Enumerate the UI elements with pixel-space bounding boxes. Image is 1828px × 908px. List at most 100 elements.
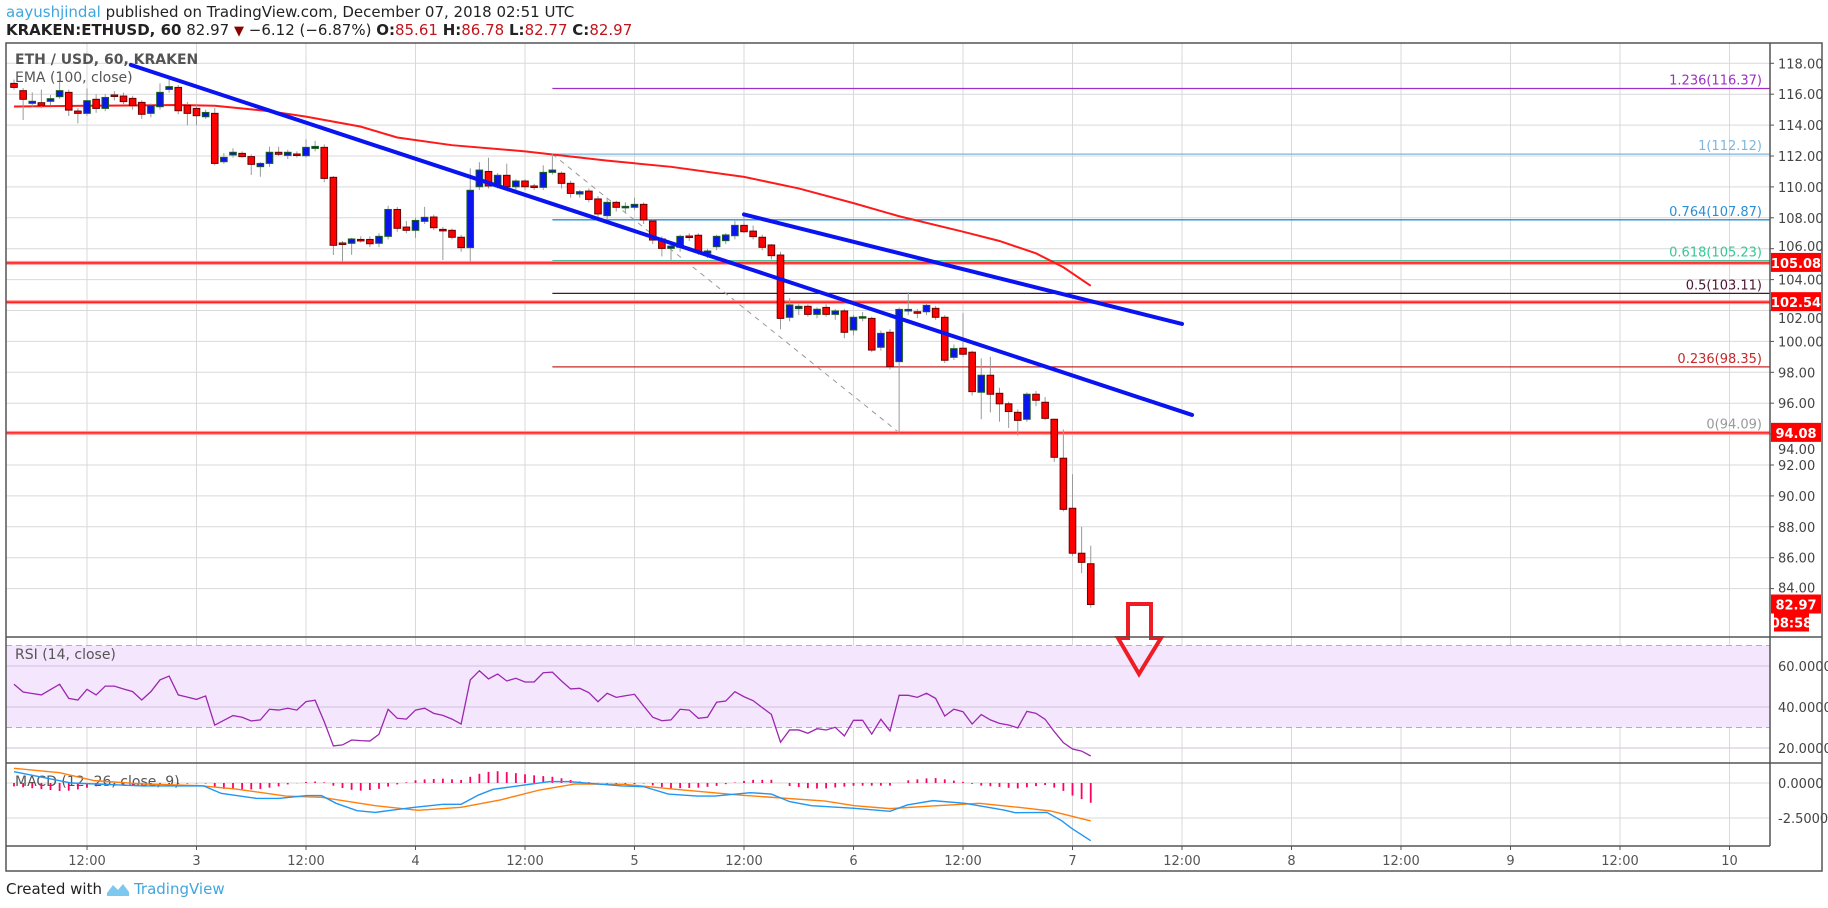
candle-body xyxy=(840,310,849,333)
candle-body xyxy=(265,151,274,164)
candle xyxy=(10,79,18,90)
candle xyxy=(639,202,648,224)
candle-body xyxy=(55,90,64,98)
candle xyxy=(283,149,292,160)
candle-body xyxy=(64,91,73,111)
candle xyxy=(831,308,840,320)
candle-body xyxy=(767,244,776,257)
level-price-badge: 105.08 xyxy=(1771,257,1821,272)
high-label: H: xyxy=(442,21,462,39)
last-price: 82.97 xyxy=(186,21,230,39)
candle-body xyxy=(931,307,940,318)
candle-body xyxy=(986,374,995,395)
candle xyxy=(83,88,91,116)
candle-body xyxy=(612,201,621,208)
candle xyxy=(822,304,830,317)
candle xyxy=(849,315,858,336)
candle-body xyxy=(959,347,967,355)
candle-body xyxy=(375,235,383,244)
candle-body xyxy=(165,86,173,90)
fib-level-label: 0.618(105.23) xyxy=(1669,246,1762,261)
trendline[interactable] xyxy=(128,62,1195,417)
candle-body xyxy=(867,317,876,351)
rsi-line xyxy=(13,669,1092,757)
candle-body xyxy=(813,308,821,315)
candle-body xyxy=(566,182,575,194)
candle-body xyxy=(174,86,183,112)
candle xyxy=(530,183,538,190)
candle-body xyxy=(858,316,867,319)
candle xyxy=(1086,545,1095,608)
candle xyxy=(612,200,621,212)
candle-body xyxy=(877,332,885,348)
fib-level-label: 1.236(116.37) xyxy=(1669,73,1762,88)
candle xyxy=(575,189,584,198)
time-axis-label: 12:00 xyxy=(506,854,543,869)
candle xyxy=(466,168,475,262)
candle-body xyxy=(886,331,894,368)
candle xyxy=(19,88,27,121)
candle xyxy=(603,197,611,220)
candle xyxy=(1004,401,1013,428)
close-label: C: xyxy=(572,21,590,39)
candle xyxy=(1068,474,1077,557)
candle xyxy=(265,146,274,167)
candle-body xyxy=(10,82,18,88)
candle xyxy=(137,100,146,119)
candle-body xyxy=(1013,411,1022,421)
candle-body xyxy=(74,110,82,114)
fib-trend-line[interactable] xyxy=(552,153,900,434)
candle-body xyxy=(785,304,794,318)
candle xyxy=(1013,409,1022,436)
candle-body xyxy=(101,96,110,109)
last-price-badge: 82.97 xyxy=(1775,599,1816,614)
candle xyxy=(201,109,210,119)
down-arrow-icon xyxy=(1114,602,1165,678)
candle-body xyxy=(183,104,192,114)
candle xyxy=(521,179,529,190)
symbol-label: KRAKEN:ETHUSD, 60 xyxy=(6,21,182,39)
trendline[interactable] xyxy=(742,212,1184,326)
candle xyxy=(913,308,922,319)
candle-body xyxy=(950,348,958,358)
candle xyxy=(46,94,55,106)
candle-body xyxy=(484,170,493,187)
high-value: 86.78 xyxy=(461,21,505,39)
candle xyxy=(940,315,949,364)
candle xyxy=(685,233,694,241)
candle-body xyxy=(147,105,155,114)
candle xyxy=(457,234,465,252)
candle xyxy=(977,358,986,420)
author-link[interactable]: aayushjindal xyxy=(6,3,101,21)
candle xyxy=(74,108,82,124)
price-axis-label: 102.00 xyxy=(1778,312,1824,327)
candle-body xyxy=(804,305,812,315)
candle-body xyxy=(429,216,438,229)
candle-body xyxy=(913,311,922,314)
candle xyxy=(147,103,155,118)
price-axis-label: 86.00 xyxy=(1778,552,1815,567)
candle-body xyxy=(594,198,602,215)
tradingview-link[interactable]: TradingView xyxy=(133,880,225,898)
price-axis-label: 118.00 xyxy=(1778,57,1824,72)
candle-body xyxy=(639,203,648,221)
candle-body xyxy=(749,230,757,238)
candle xyxy=(712,234,721,251)
price-axis-label: 114.00 xyxy=(1778,119,1824,134)
candle xyxy=(877,330,885,351)
time-axis-label: 5 xyxy=(630,854,638,869)
candle-body xyxy=(1041,401,1049,419)
candle-body xyxy=(1032,393,1040,401)
candle-body xyxy=(667,245,675,249)
candle-body xyxy=(940,316,949,361)
candle xyxy=(119,92,128,106)
candle-body xyxy=(794,305,803,310)
main-pane: 1.236(116.37) 1(112.12) 0.764(107.87) 0.618… xyxy=(6,62,1770,608)
candle-body xyxy=(1023,393,1031,420)
candle-body xyxy=(758,236,767,248)
candle-body xyxy=(557,172,566,184)
candle xyxy=(785,298,794,322)
candle-body xyxy=(1077,552,1086,563)
bar-countdown-badge: 08:58 xyxy=(1771,617,1812,632)
